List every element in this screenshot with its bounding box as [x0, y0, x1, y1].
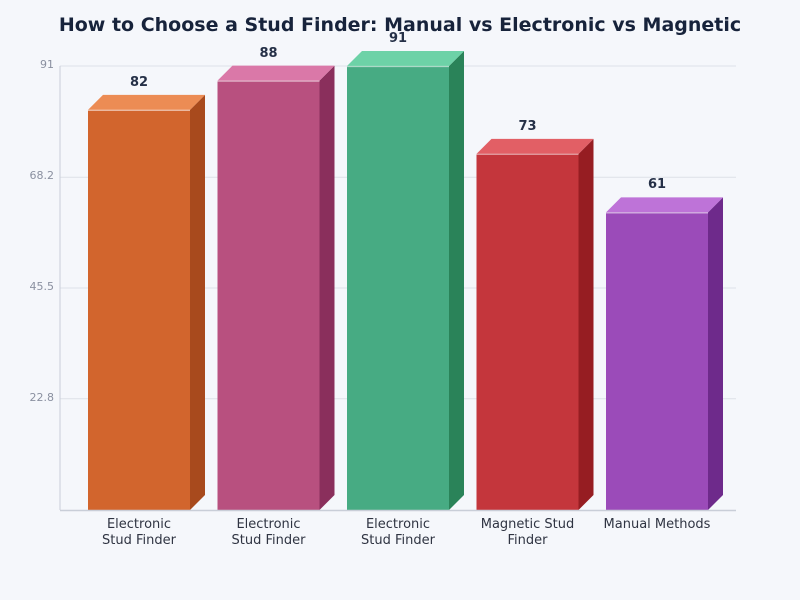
bar-value-label: 91	[388, 31, 408, 46]
x-tick-label: Manual Methods	[603, 517, 711, 532]
y-tick-label: 91	[40, 58, 54, 71]
x-tick-label: Electronic Stud Finder	[102, 517, 176, 548]
bar	[217, 65, 335, 510]
bars	[88, 51, 723, 511]
bar-value-label: 88	[259, 45, 278, 61]
y-tick-label: 68.2	[29, 169, 55, 183]
y-tick-label: 22.8	[29, 390, 55, 404]
bar	[347, 51, 464, 510]
chart-title: How to Choose a Stud Finder: Manual vs E…	[58, 14, 742, 36]
y-tick-label: 45.5	[29, 280, 55, 293]
x-tick-label: Electronic Stud Finder	[231, 517, 306, 548]
bar-value-label: 73	[518, 118, 537, 134]
bar-value-label: 82	[129, 74, 149, 90]
bar	[88, 94, 205, 511]
x-tick-label: Magnetic Stud Finder	[480, 517, 575, 548]
bar	[476, 138, 594, 511]
bar	[606, 197, 723, 510]
x-tick-label: Electronic Stud Finder	[361, 517, 435, 548]
bar-value-label: 61	[647, 177, 667, 193]
